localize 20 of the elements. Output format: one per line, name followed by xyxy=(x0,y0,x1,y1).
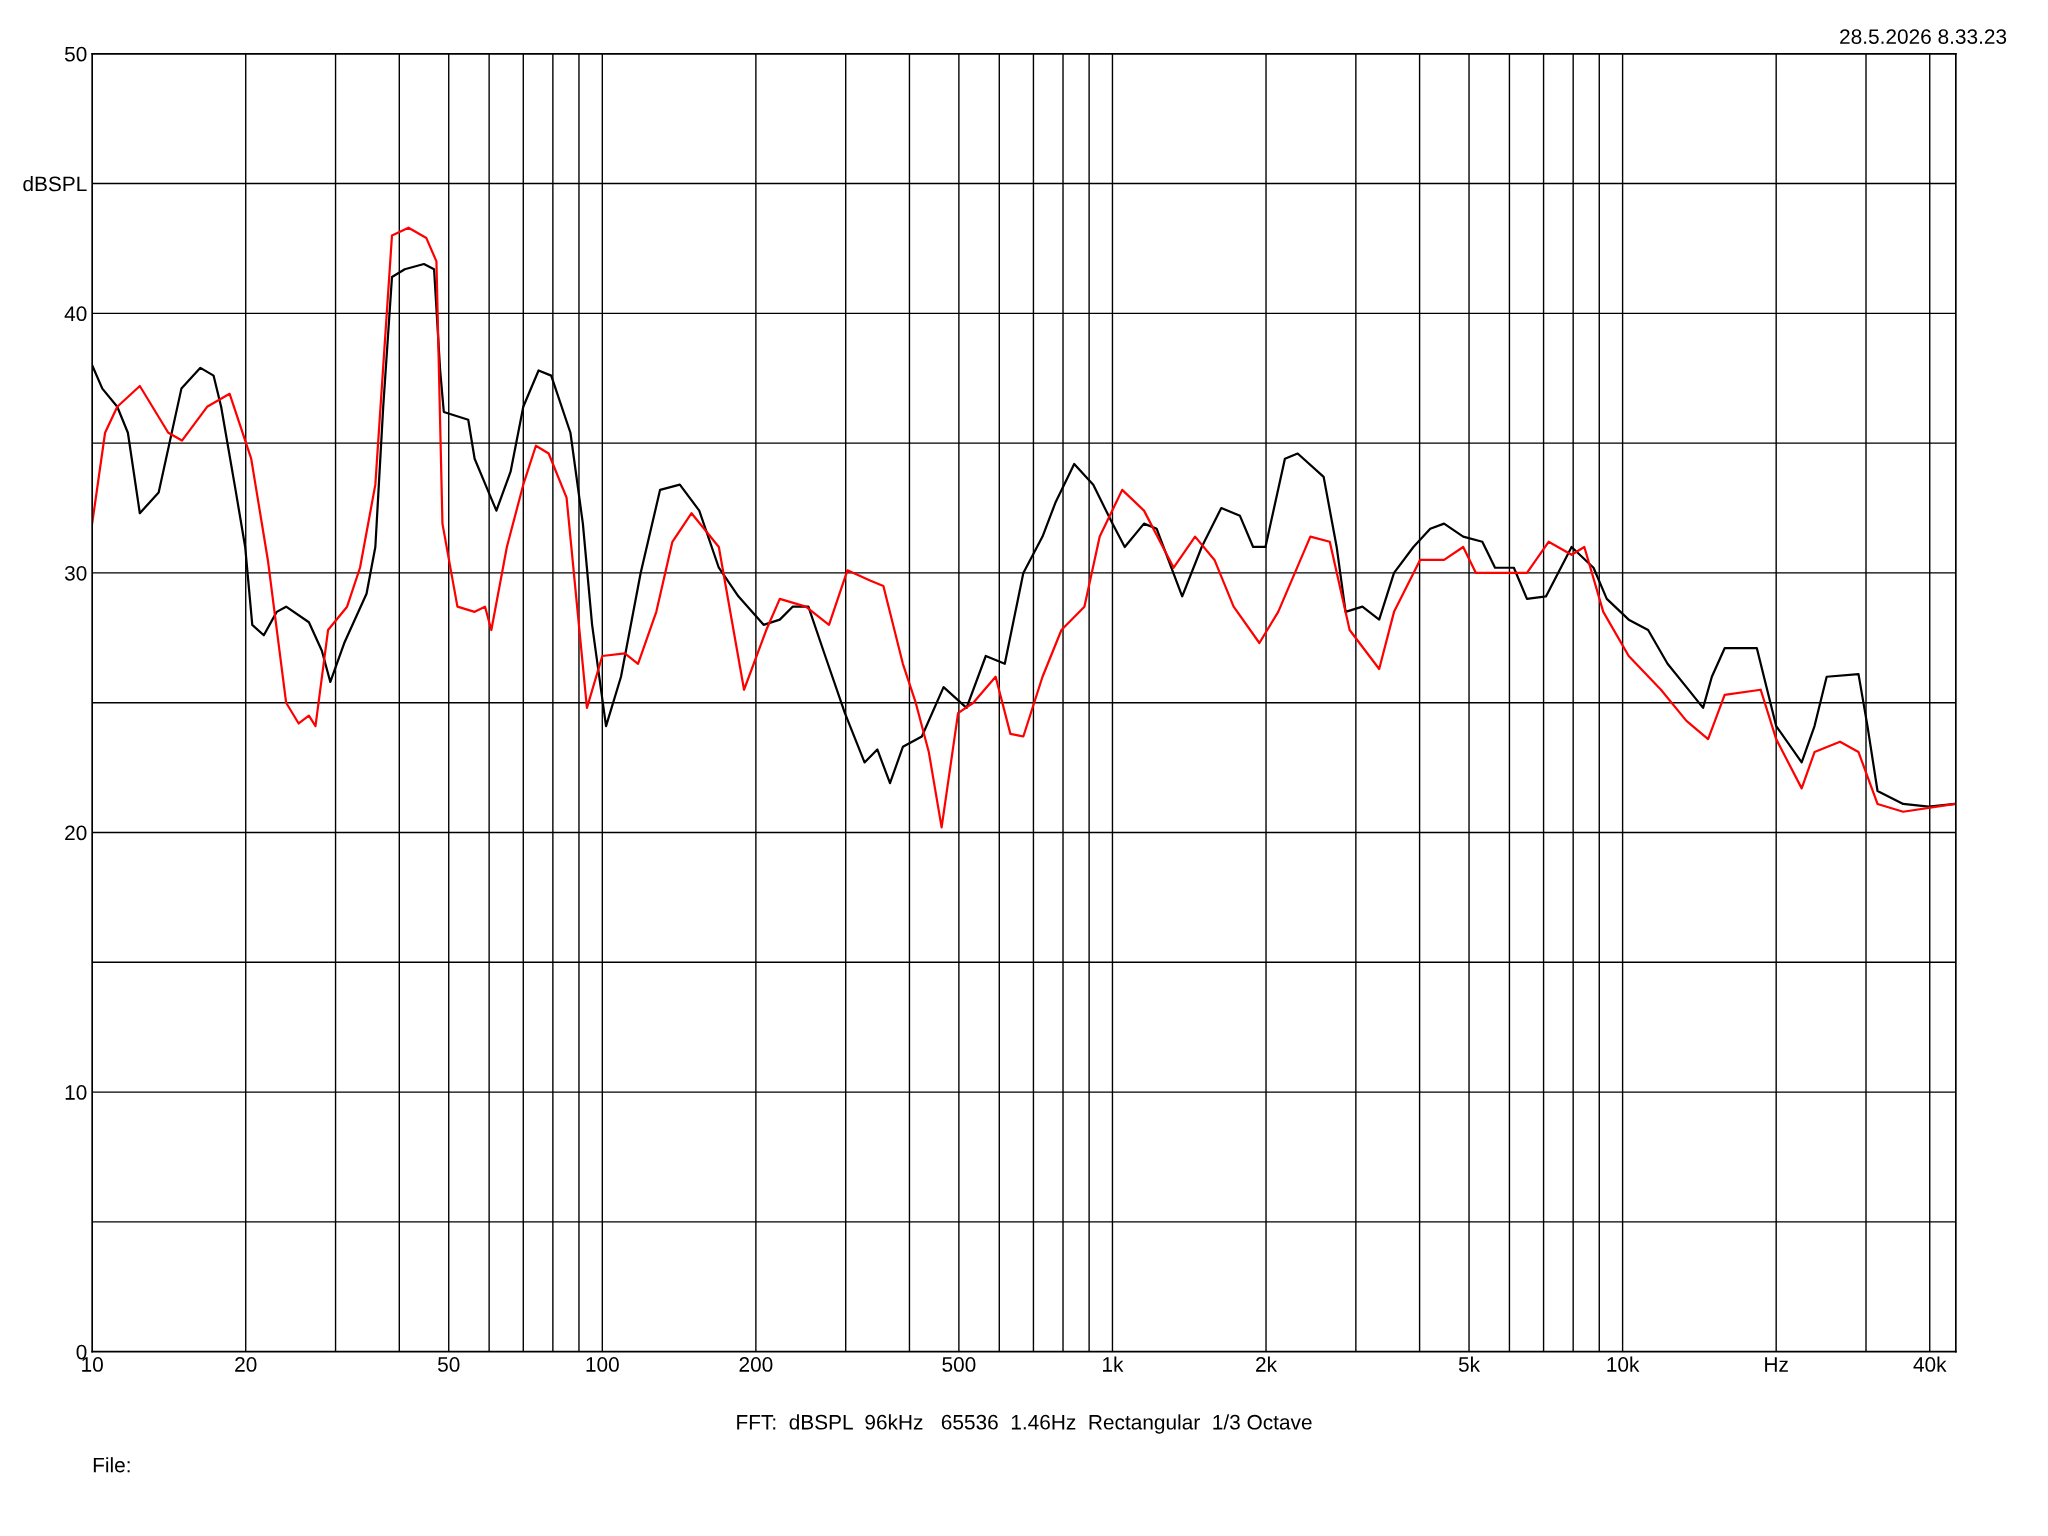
x-tick-label: 2k xyxy=(1256,1356,1278,1372)
y-tick-label: 30 xyxy=(64,565,87,581)
x-tick-label: 10k xyxy=(1607,1356,1640,1372)
text: 28.5.2026 8.33.23 xyxy=(1840,29,2007,44)
x-tick-label: 20 xyxy=(235,1357,257,1372)
x-tick-label: 50 xyxy=(437,1357,460,1372)
x-tick-label: 5k xyxy=(1458,1356,1481,1372)
y-tick-label: dBSPL xyxy=(23,176,87,192)
y-tick-label: 40 xyxy=(64,306,87,322)
x-tick-label: 500 xyxy=(942,1357,976,1372)
y-tick-label: 20 xyxy=(65,825,87,841)
text: FFT: dBSPL 96kHz 65536 1.46Hz Rectangular 1/3 Octave xyxy=(737,1414,1312,1434)
x-tick-label: 1k xyxy=(1103,1356,1124,1372)
x-tick-label: 40k xyxy=(1913,1356,1947,1372)
y-tick-label: 10 xyxy=(65,1085,87,1100)
x-tick-label: Hz xyxy=(1765,1357,1788,1372)
y-tick-label: 50 xyxy=(64,46,87,62)
x-tick-label: 100 xyxy=(586,1357,619,1372)
x-tick-label: 200 xyxy=(739,1357,773,1372)
text: File: xyxy=(93,1457,130,1473)
